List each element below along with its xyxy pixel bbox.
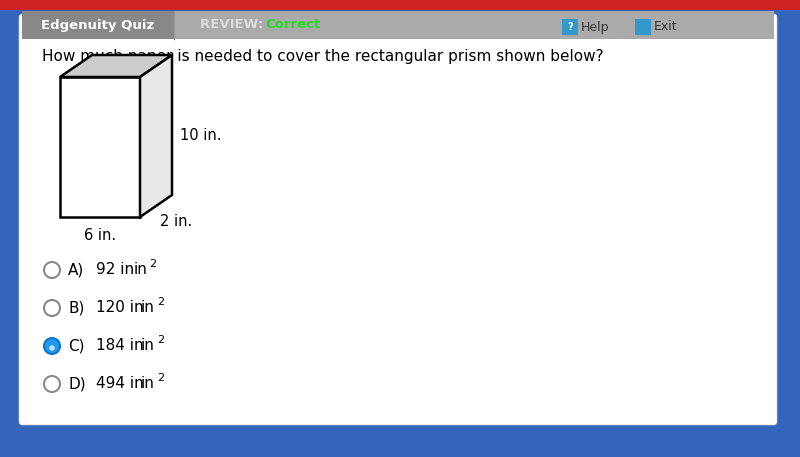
Text: How much paper is needed to cover the rectangular prism shown below?: How much paper is needed to cover the re… bbox=[42, 49, 604, 64]
Text: B): B) bbox=[68, 301, 84, 315]
Polygon shape bbox=[60, 55, 172, 77]
Text: 2: 2 bbox=[157, 297, 164, 307]
Text: Correct: Correct bbox=[265, 18, 320, 32]
Circle shape bbox=[44, 376, 60, 392]
Circle shape bbox=[44, 338, 60, 354]
Text: REVIEW:: REVIEW: bbox=[200, 18, 268, 32]
Text: 2: 2 bbox=[157, 335, 164, 345]
Text: 6 in.: 6 in. bbox=[84, 228, 116, 243]
Circle shape bbox=[44, 300, 60, 316]
FancyBboxPatch shape bbox=[19, 14, 777, 425]
Text: Edgenuity Quiz: Edgenuity Quiz bbox=[42, 18, 154, 32]
Circle shape bbox=[44, 262, 60, 278]
Bar bbox=[60, 77, 140, 217]
Text: 120 in: 120 in bbox=[96, 301, 144, 315]
Text: Help: Help bbox=[581, 21, 610, 33]
Text: in: in bbox=[141, 301, 155, 315]
Text: 2: 2 bbox=[157, 373, 164, 383]
Text: C): C) bbox=[68, 339, 85, 354]
Text: ?: ? bbox=[567, 22, 573, 32]
Polygon shape bbox=[140, 55, 172, 217]
Text: in: in bbox=[141, 339, 155, 354]
Text: 184 in: 184 in bbox=[96, 339, 144, 354]
Bar bbox=[562, 19, 578, 35]
Bar bbox=[22, 11, 174, 39]
Text: Exit: Exit bbox=[654, 21, 678, 33]
Text: 92 in: 92 in bbox=[96, 262, 134, 277]
Bar bbox=[635, 19, 651, 35]
Text: in: in bbox=[141, 377, 155, 392]
Bar bbox=[22, 11, 774, 39]
Text: 2 in.: 2 in. bbox=[160, 213, 192, 228]
Circle shape bbox=[50, 345, 54, 351]
Text: D): D) bbox=[68, 377, 86, 392]
Text: 494 in: 494 in bbox=[96, 377, 144, 392]
Text: 10 in.: 10 in. bbox=[180, 128, 222, 143]
Text: A): A) bbox=[68, 262, 84, 277]
Bar bbox=[0, 0, 800, 10]
Text: 2: 2 bbox=[150, 259, 157, 269]
Text: in: in bbox=[134, 262, 147, 277]
